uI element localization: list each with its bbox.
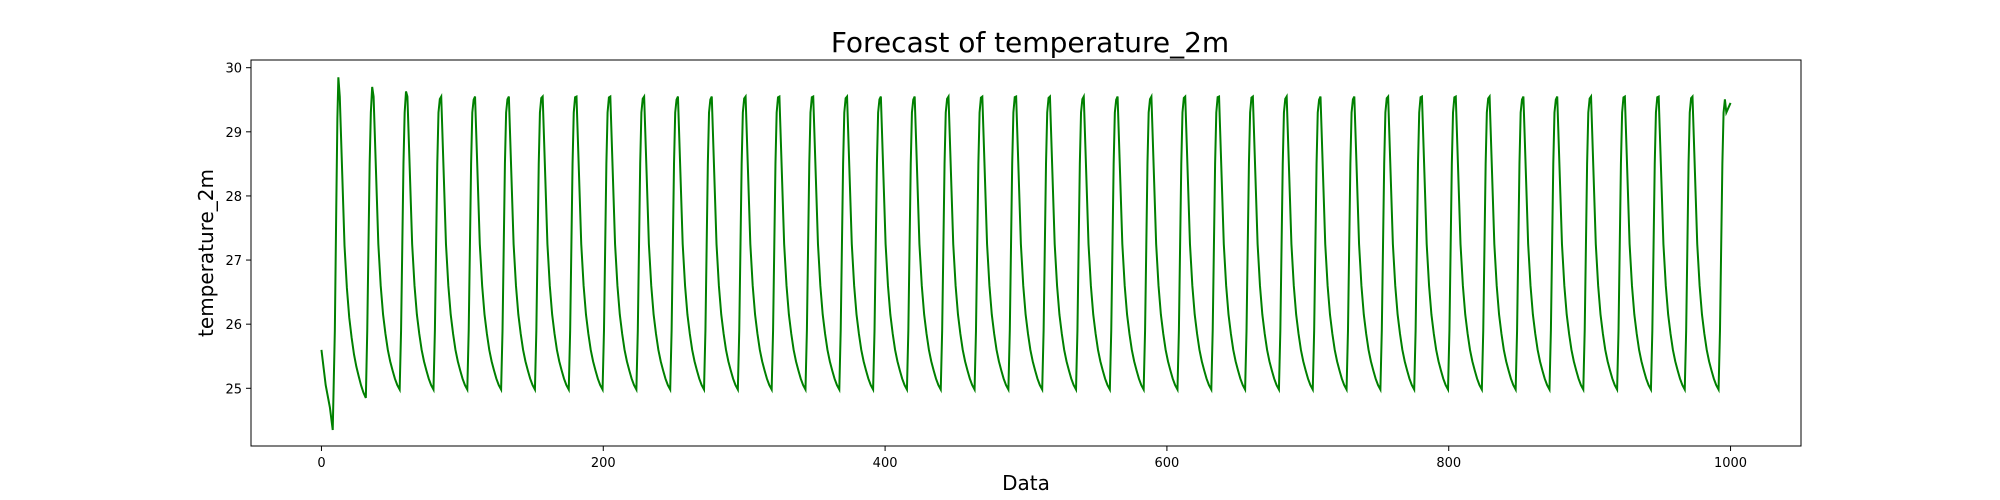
- chart-title: Forecast of temperature_2m: [831, 26, 1229, 59]
- x-tick-label: 800: [1436, 456, 1461, 471]
- y-tick-label: 26: [225, 318, 242, 333]
- y-axis-label: temperature_2m: [194, 169, 218, 337]
- y-axis: 25 26 27 28 29 30: [225, 62, 251, 397]
- x-tick-label: 400: [873, 456, 898, 471]
- y-tick-label: 28: [225, 190, 242, 205]
- x-tick-label: 1000: [1714, 456, 1747, 471]
- plot-area: [250, 59, 1802, 447]
- x-axis-label: Data: [1002, 471, 1050, 495]
- y-tick-label: 27: [225, 254, 242, 269]
- x-axis: 0 200 400 600 800 1000: [317, 446, 1747, 471]
- y-tick-label: 29: [225, 126, 242, 141]
- x-tick-label: 200: [591, 456, 616, 471]
- y-tick-label: 25: [225, 382, 242, 397]
- x-tick-label: 600: [1154, 456, 1179, 471]
- y-tick-label: 30: [225, 62, 242, 77]
- x-tick-label: 0: [317, 456, 325, 471]
- series-line-temperature_2m: [320, 77, 1732, 431]
